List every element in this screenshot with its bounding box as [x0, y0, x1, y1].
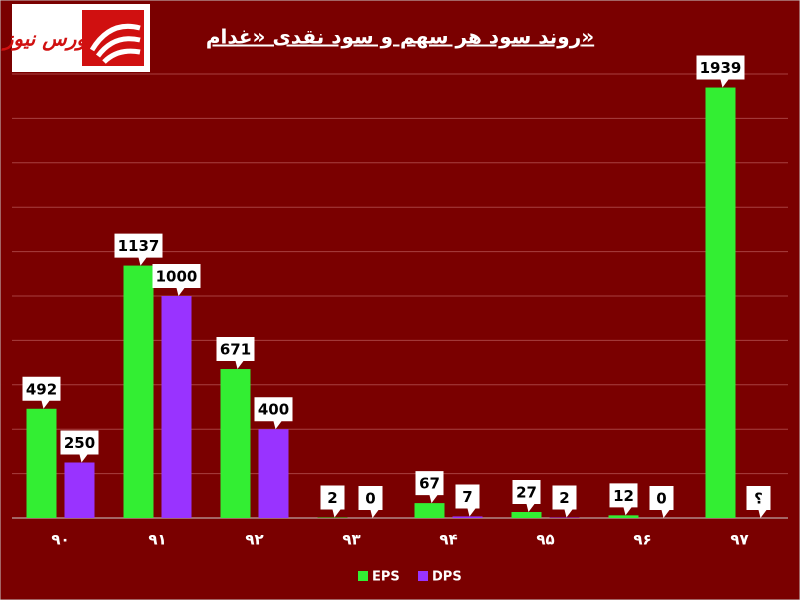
bar: [705, 87, 736, 519]
legend-swatch: [358, 571, 368, 581]
x-tick-label: ۹۰: [51, 531, 69, 549]
bar: [511, 512, 542, 518]
value-label: 7: [462, 488, 472, 506]
legend-label: EPS: [372, 570, 400, 585]
bar: [608, 515, 639, 518]
chart-title: روند سود هر سهم و سود نقدی «غدام»: [206, 25, 594, 49]
value-label: 2: [327, 489, 337, 507]
legend-label: DPS: [432, 570, 462, 585]
value-label: 2: [559, 489, 569, 507]
bar: [64, 462, 95, 518]
x-tick-label: ۹۱: [148, 531, 166, 549]
x-tick-label: ۹۲: [245, 531, 263, 549]
value-label: 1939: [700, 59, 742, 77]
bar: [123, 265, 154, 518]
label-callout: [320, 485, 345, 518]
legend-swatch: [418, 571, 428, 581]
x-tick-label: ۹۷: [730, 531, 748, 549]
bar: [220, 369, 251, 518]
value-label: 492: [26, 380, 57, 398]
logo-swirl: [89, 23, 141, 64]
value-label: 12: [613, 487, 634, 505]
label-callout: [152, 264, 201, 296]
label-callout: [746, 486, 771, 518]
label-callout: [609, 483, 638, 516]
x-tick-label: ۹۳: [342, 531, 360, 549]
logo-text: بورس نیوز: [1, 27, 93, 52]
label-callout: [552, 485, 577, 518]
label-callout: [649, 486, 674, 518]
x-tick-label: ۹۴: [439, 531, 457, 549]
value-label: 1000: [156, 268, 198, 286]
label-callout: [60, 430, 99, 463]
value-label: ؟: [754, 490, 763, 508]
value-label: 1137: [118, 237, 160, 255]
value-label: 27: [516, 484, 537, 502]
label-callout: [254, 397, 293, 430]
bar: [26, 408, 57, 518]
bar: [161, 296, 192, 518]
value-label: 67: [419, 475, 440, 493]
value-label: 250: [64, 434, 95, 452]
label-callout: [696, 55, 745, 88]
label-callout: [22, 376, 61, 409]
value-label: 0: [365, 490, 375, 508]
bar: [414, 503, 445, 518]
label-callout: [512, 480, 541, 513]
label-callout: [455, 484, 480, 517]
value-label: 400: [258, 401, 289, 419]
label-callout: [114, 233, 163, 266]
label-callout: [216, 337, 255, 370]
value-label: 0: [656, 490, 666, 508]
x-tick-label: ۹۵: [536, 531, 554, 549]
label-callout: [415, 471, 444, 504]
label-callout: [358, 486, 383, 518]
x-tick-label: ۹۶: [633, 531, 651, 549]
bar: [258, 429, 289, 518]
bar: [452, 516, 483, 518]
value-label: 671: [220, 341, 251, 359]
